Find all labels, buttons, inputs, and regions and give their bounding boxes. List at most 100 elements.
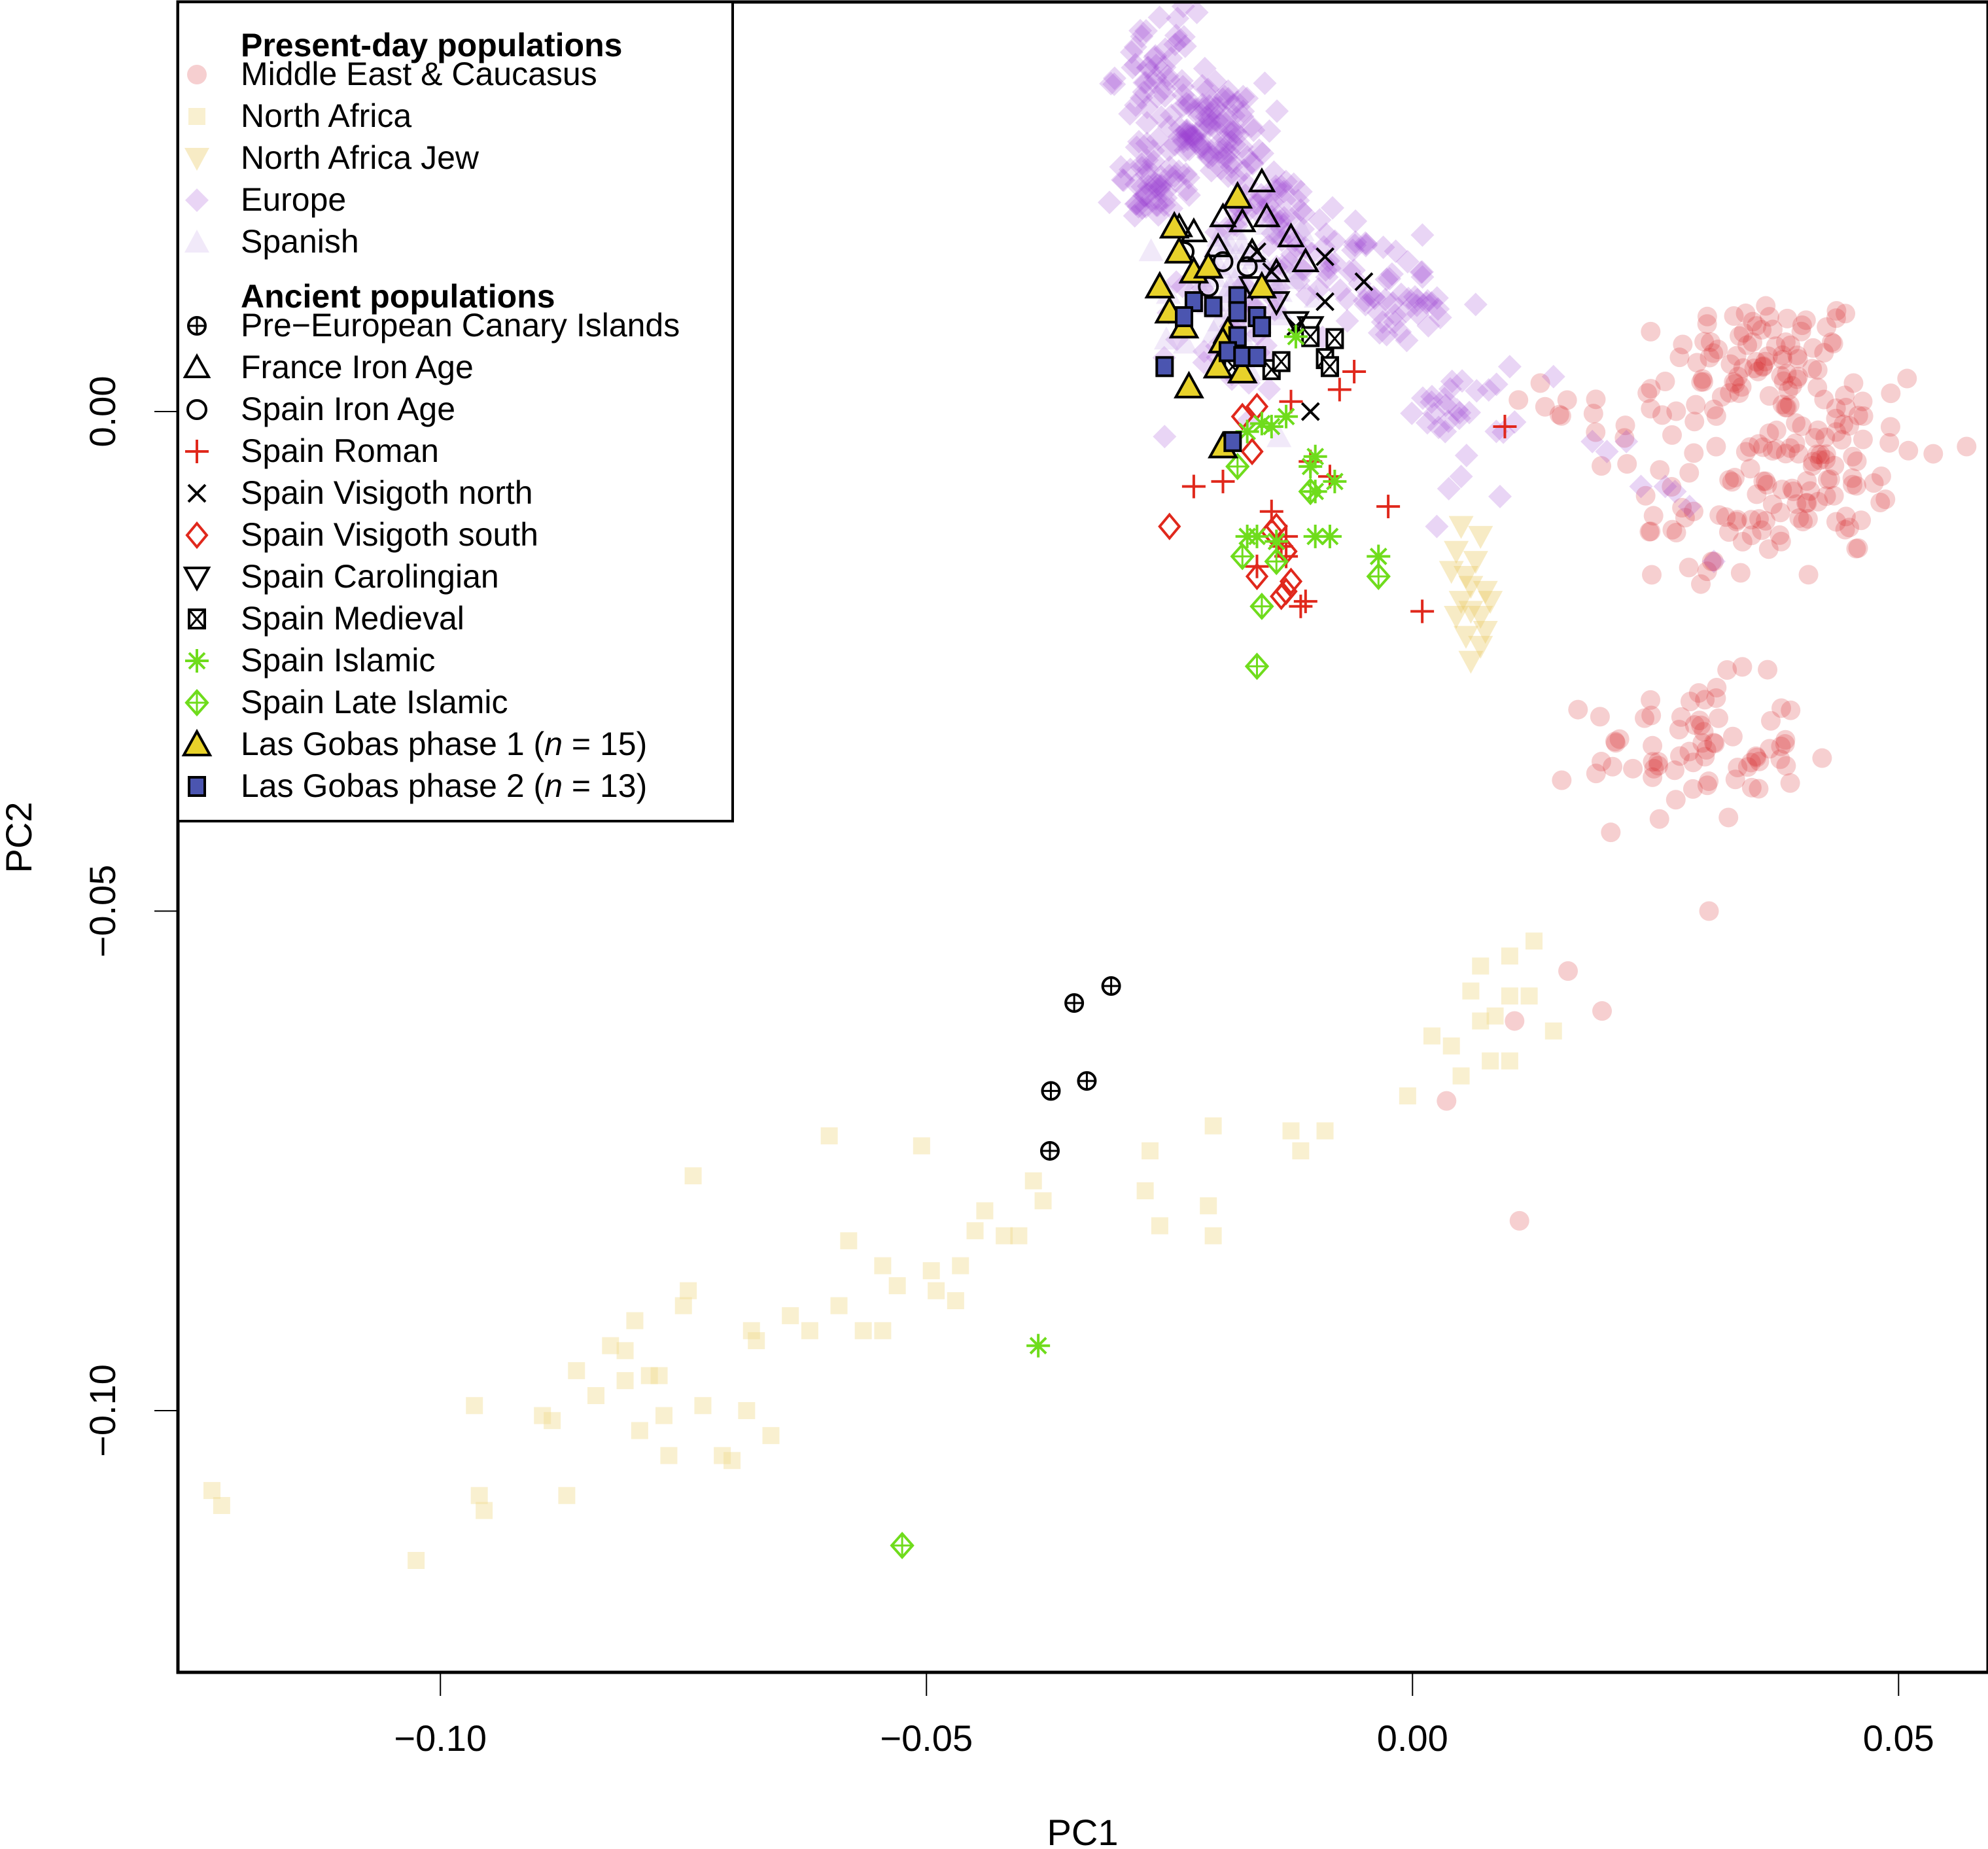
point-nafj <box>1453 625 1478 649</box>
point-me <box>1641 379 1661 399</box>
point-me <box>1749 779 1769 799</box>
point-nafj <box>1439 561 1464 584</box>
point-me <box>1700 332 1720 352</box>
legend-header-present: Present-day populations <box>241 27 622 63</box>
point-eur <box>1425 286 1449 310</box>
point-eur <box>1196 106 1221 130</box>
point-medieval <box>1325 328 1344 349</box>
point-me <box>1583 404 1603 424</box>
point-eur <box>1282 172 1306 196</box>
point-me <box>1643 752 1663 772</box>
point-eur <box>1126 194 1151 219</box>
legend-label: Las Gobas phase 2 (n = 13) <box>241 767 647 804</box>
point-caro <box>1262 291 1291 317</box>
point-eur <box>1292 202 1316 226</box>
point-me <box>1705 733 1725 754</box>
point-me <box>1816 486 1836 506</box>
point-roman <box>1493 414 1517 438</box>
point-late_islamic <box>1230 542 1255 571</box>
point-me <box>1605 731 1625 752</box>
point-eur <box>1354 232 1378 256</box>
point-eur <box>1221 93 1245 117</box>
point-me <box>1725 374 1745 394</box>
point-me <box>1756 471 1776 491</box>
point-me <box>1688 683 1709 703</box>
point-me <box>1826 398 1846 419</box>
point-spa <box>1215 228 1241 252</box>
point-me <box>1724 372 1744 392</box>
point-vis_s <box>1158 512 1181 540</box>
point-me <box>1752 520 1772 540</box>
point-naf <box>820 1127 838 1145</box>
point-eur <box>1166 7 1190 31</box>
point-naf <box>1282 1122 1300 1140</box>
point-me <box>1732 531 1753 552</box>
point-eur <box>1123 35 1147 59</box>
point-me <box>1699 771 1719 792</box>
point-eur <box>1213 84 1237 109</box>
point-me <box>1683 752 1703 773</box>
point-eur <box>1135 111 1159 135</box>
point-vis_n <box>1316 247 1334 266</box>
point-me <box>1744 358 1764 378</box>
point-me <box>1791 321 1811 342</box>
point-me <box>1740 459 1760 479</box>
point-naf <box>1034 1192 1052 1210</box>
point-me <box>1648 752 1668 772</box>
point-me <box>1812 748 1832 768</box>
point-me <box>1666 401 1686 421</box>
point-me <box>1557 390 1577 410</box>
legend-box <box>177 1 734 822</box>
point-me <box>1684 715 1705 735</box>
y-tick-label: −0.05 <box>82 865 123 958</box>
point-eur <box>1144 193 1168 217</box>
point-eur <box>1231 99 1255 124</box>
point-me <box>1842 468 1862 488</box>
point-me <box>1697 561 1717 582</box>
point-eur <box>1196 77 1220 101</box>
point-eur <box>1164 24 1188 48</box>
point-eur <box>1244 191 1268 215</box>
point-eur <box>1163 32 1187 56</box>
point-me <box>1641 398 1661 419</box>
point-islamic <box>1264 529 1289 554</box>
point-eur <box>1266 204 1291 228</box>
point-spa <box>1153 326 1179 350</box>
point-me <box>1737 335 1758 355</box>
point-me <box>1826 422 1847 442</box>
point-naf <box>888 1277 906 1295</box>
point-vis_n <box>1300 402 1320 421</box>
point-eur <box>1171 2 1195 18</box>
point-lg1 <box>1144 271 1176 299</box>
point-me <box>1684 412 1705 432</box>
point-spa <box>1304 285 1329 308</box>
point-me <box>1680 692 1700 712</box>
point-lg2 <box>1155 356 1174 378</box>
point-me <box>1747 747 1767 767</box>
point-me <box>1775 332 1796 353</box>
point-naf <box>568 1362 585 1379</box>
point-eur <box>1143 71 1167 95</box>
point-lg1 <box>1159 211 1190 239</box>
point-me <box>1669 720 1689 740</box>
point-me <box>1671 707 1691 727</box>
point-naf <box>801 1322 818 1339</box>
point-naf <box>1452 1067 1470 1085</box>
point-eur <box>1274 169 1298 194</box>
legend-entry-late_islamic: Spain Late Islamic <box>184 684 508 720</box>
point-eur <box>1257 119 1282 143</box>
point-eur <box>1306 277 1331 301</box>
point-eur <box>1239 114 1263 138</box>
point-eur <box>1177 183 1201 207</box>
point-eur <box>1335 309 1359 333</box>
point-eur <box>1141 139 1165 163</box>
point-me <box>1957 436 1977 457</box>
point-eur <box>1217 115 1242 139</box>
point-me <box>1816 444 1836 465</box>
point-eur <box>1497 355 1522 379</box>
point-roman <box>1181 474 1206 499</box>
point-me <box>1747 316 1767 336</box>
point-eur <box>1174 138 1198 162</box>
point-me <box>1777 363 1797 383</box>
point-eur <box>1142 149 1166 173</box>
